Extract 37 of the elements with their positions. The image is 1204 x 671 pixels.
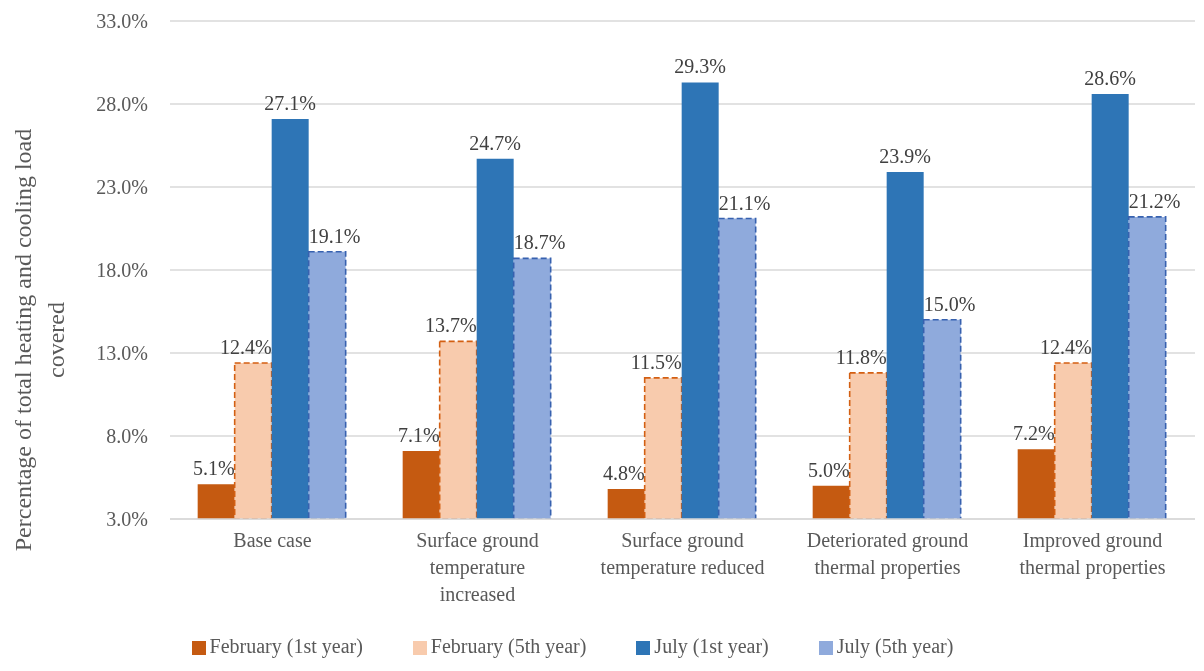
y-tick-label: 23.0% [96, 176, 148, 199]
data-label: 24.7% [469, 131, 522, 154]
legend-label: July (5th year) [836, 635, 954, 657]
data-label: 5.1% [193, 457, 235, 480]
data-label: 29.3% [674, 55, 727, 78]
x-tick-label: Deteriorated ground thermal properties [806, 529, 969, 579]
data-label: 21.2% [1128, 189, 1181, 212]
data-label: 21.1% [718, 191, 771, 214]
y-tick-label: 33.0% [96, 10, 148, 33]
data-label: 19.1% [308, 224, 361, 247]
legend-label: July (1st year) [654, 635, 769, 657]
data-label: 4.8% [603, 462, 645, 485]
y-tick-label: 3.0% [106, 508, 148, 531]
y-tick-label: 28.0% [96, 93, 148, 116]
data-label: 7.2% [1013, 422, 1055, 445]
legend-label: February (1st year) [209, 635, 363, 657]
x-tick-label: Improved ground thermal properties [1019, 529, 1166, 579]
data-label: 13.7% [425, 314, 477, 337]
data-label: 28.6% [1084, 67, 1137, 90]
data-label: 18.7% [513, 231, 566, 254]
data-label: 12.4% [220, 335, 272, 358]
x-tick-label: Surface ground temperature reduced [600, 529, 765, 579]
x-tick-label: Surface ground temperature increased [416, 529, 539, 605]
data-label: 23.9% [879, 145, 932, 168]
data-label: 15.0% [923, 292, 976, 315]
y-tick-label: 8.0% [106, 425, 148, 448]
y-tick-label: 13.0% [96, 342, 148, 365]
x-tick-label: Base case [233, 529, 312, 551]
data-label: 27.1% [264, 91, 317, 114]
y-axis-title: Percentage of total heating and cooling load covered [10, 128, 69, 552]
data-label: 11.8% [835, 345, 887, 368]
data-label: 11.5% [630, 350, 682, 373]
data-label: 7.1% [398, 423, 440, 446]
y-tick-label: 18.0% [96, 259, 148, 282]
data-label: 5.0% [808, 458, 850, 481]
legend-label: February (5th year) [430, 635, 587, 657]
data-label: 12.4% [1040, 335, 1092, 358]
